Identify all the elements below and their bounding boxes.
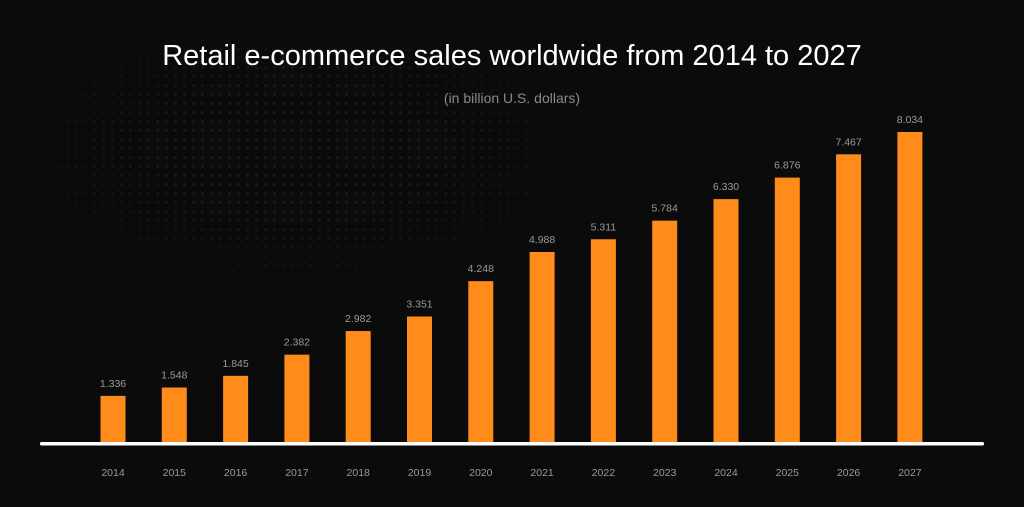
bar-2016	[223, 375, 249, 443]
data-label-2022: 5.311	[591, 221, 617, 233]
data-label-2014: 1.336	[100, 378, 126, 390]
data-label-2023: 5.784	[652, 203, 678, 215]
x-tick-label-2016: 2016	[224, 467, 248, 479]
x-tick-label-2025: 2025	[776, 467, 800, 479]
bar-2023	[652, 220, 678, 443]
bar-2021	[529, 251, 555, 443]
data-label-2020: 4.248	[468, 263, 494, 275]
x-tick-label-2020: 2020	[469, 467, 493, 479]
data-label-2021: 4.988	[529, 234, 555, 246]
bar-2022	[590, 239, 616, 443]
x-tick-label-2023: 2023	[653, 467, 677, 479]
x-axis-line	[40, 442, 984, 446]
bar-2014	[100, 395, 126, 443]
bar-2015	[161, 387, 187, 443]
bar-2024	[713, 199, 739, 443]
bar-2020	[468, 281, 494, 443]
data-label-2018: 2.982	[345, 313, 371, 325]
bar-2026	[836, 154, 862, 443]
data-label-2025: 6.876	[774, 160, 800, 172]
x-tick-label-2014: 2014	[101, 467, 125, 479]
chart-subtitle: (in billion U.S. dollars)	[443, 90, 581, 106]
bar-2027	[897, 131, 923, 444]
x-tick-label-2024: 2024	[714, 467, 738, 479]
data-label-2015: 1.548	[161, 370, 187, 382]
bar-2019	[407, 316, 432, 443]
x-tick-label-2015: 2015	[163, 467, 187, 479]
bar-2018	[345, 331, 371, 443]
bar-2017	[284, 354, 310, 443]
x-tick-label-2018: 2018	[347, 467, 371, 479]
x-tick-label-2022: 2022	[592, 467, 616, 479]
data-label-2027: 8.034	[897, 114, 923, 126]
data-label-2016: 1.845	[222, 358, 248, 370]
x-tick-label-2021: 2021	[530, 467, 554, 479]
data-label-2026: 7.467	[835, 136, 861, 148]
data-label-2017: 2.382	[284, 337, 310, 349]
x-tick-label-2017: 2017	[285, 467, 309, 479]
x-tick-label-2026: 2026	[837, 467, 861, 479]
x-tick-label-2027: 2027	[898, 467, 922, 479]
data-label-2024: 6.330	[713, 181, 739, 193]
data-label-2019: 3.351	[406, 298, 432, 310]
chart-title: Retail e-commerce sales worldwide from 2…	[162, 40, 862, 72]
bar-2025	[774, 177, 800, 443]
x-tick-label-2019: 2019	[408, 467, 432, 479]
